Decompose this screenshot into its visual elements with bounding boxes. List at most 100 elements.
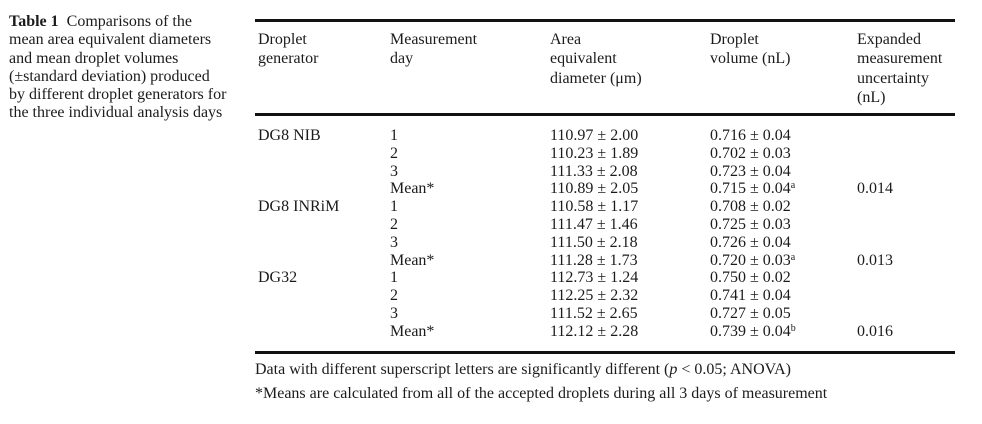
cell-uncertainty [857,127,955,145]
cell-day: 1 [390,198,398,216]
cell-volume-value: 0.750 ± 0.02 [710,269,791,287]
footnote-significance-pre: Data with different superscript letters … [255,361,670,378]
caption-body-text: mean area equivalent diameters and mean … [9,31,227,122]
table-row: 3 111.52 ± 2.65 0.727 ± 0.05 [255,305,955,323]
column-header-droplet-volume: Droplet volume (nL) [710,31,791,68]
cell-uncertainty [857,198,955,216]
cell-diameter: 110.89 ± 2.05 [550,180,639,198]
data-table: Droplet generator Measurement day Area e… [255,0,955,424]
cell-uncertainty: 0.016 [857,322,893,340]
cell-volume-superscript: b [790,322,796,334]
cell-volume-value: 0.702 ± 0.03 [710,144,791,162]
cell-generator [255,216,390,234]
cell-volume-superscript: a [790,180,796,192]
cell-day: Mean* [390,180,435,198]
column-header-droplet-generator: Droplet generator [258,31,319,68]
cell-uncertainty [857,216,955,234]
caption-first-line: Table 1 Comparisons of the [9,13,253,31]
cell-generator: DG32 [258,269,298,287]
cell-generator [255,145,390,163]
caption-first-line-text: Comparisons of the [66,13,192,30]
cell-volume: 0.702 ± 0.03 [710,145,857,163]
table-row: Mean* 110.89 ± 2.05 0.715 ± 0.04a 0.014 [255,180,955,198]
cell-diameter: 110.23 ± 1.89 [550,144,639,162]
cell-day: 3 [390,233,398,251]
cell-volume: 0.715 ± 0.04a [710,180,857,198]
cell-uncertainty [857,269,955,287]
table-rule-middle [255,113,955,116]
table-caption: Table 1 Comparisons of the mean area equi… [9,13,253,123]
cell-day: 1 [390,269,398,287]
cell-generator [255,305,390,323]
cell-volume: 0.708 ± 0.02 [710,198,857,216]
cell-volume-value: 0.727 ± 0.05 [710,304,791,322]
cell-volume: 0.720 ± 0.03a [710,252,857,270]
footnote-means: *Means are calculated from all of the ac… [255,385,828,402]
cell-volume-value: 0.708 ± 0.02 [710,198,791,216]
table-row: Mean* 111.28 ± 1.73 0.720 ± 0.03a 0.013 [255,252,955,270]
cell-generator: DG8 NIB [258,127,321,144]
table-body: DG8 NIB 1 110.97 ± 2.00 0.716 ± 0.04 2 1… [255,127,955,341]
cell-diameter: 111.50 ± 2.18 [550,233,638,251]
cell-uncertainty [857,163,955,181]
cell-generator [255,323,390,341]
footnote-p-symbol: p [669,361,678,378]
cell-volume: 0.725 ± 0.03 [710,216,857,234]
footnote-significance: Data with different superscript letters … [255,361,791,379]
cell-volume: 0.750 ± 0.02 [710,269,857,287]
caption-label: Table 1 [9,13,59,30]
cell-volume-value: 0.716 ± 0.04 [710,127,791,144]
cell-day: Mean* [390,322,435,340]
column-header-measurement-day: Measurement day [390,31,478,68]
cell-volume-value: 0.726 ± 0.04 [710,233,791,251]
cell-volume: 0.727 ± 0.05 [710,305,857,323]
table-row: 2 110.23 ± 1.89 0.702 ± 0.03 [255,145,955,163]
cell-generator [255,180,390,198]
cell-volume-value: 0.739 ± 0.04 [710,322,791,340]
cell-uncertainty: 0.013 [857,251,893,269]
footnote-significance-post: < 0.05; ANOVA) [677,361,791,378]
cell-volume: 0.723 ± 0.04 [710,163,857,181]
cell-volume-superscript: a [790,251,796,263]
cell-day: 3 [390,304,398,322]
table-rule-top [255,19,955,22]
cell-diameter: 111.52 ± 2.65 [550,304,638,322]
column-header-area-equivalent-diameter: Area equivalent diameter (μm) [550,31,642,87]
cell-day: 1 [390,127,398,144]
cell-diameter: 111.47 ± 1.46 [550,215,638,233]
table-row: DG32 1 112.73 ± 1.24 0.750 ± 0.02 [255,269,955,287]
cell-diameter: 111.28 ± 1.73 [550,251,638,269]
cell-diameter: 110.97 ± 2.00 [550,127,639,144]
cell-day: 3 [390,162,398,180]
cell-volume: 0.726 ± 0.04 [710,234,857,252]
cell-diameter: 112.73 ± 1.24 [550,269,639,287]
table-row: 3 111.50 ± 2.18 0.726 ± 0.04 [255,234,955,252]
table-row: 2 112.25 ± 2.32 0.741 ± 0.04 [255,287,955,305]
cell-volume-value: 0.741 ± 0.04 [710,287,791,305]
cell-diameter: 110.58 ± 1.17 [550,198,639,216]
cell-uncertainty [857,287,955,305]
cell-day: 2 [390,287,398,305]
cell-diameter: 112.25 ± 2.32 [550,287,639,305]
cell-uncertainty: 0.014 [857,180,893,198]
cell-day: Mean* [390,251,435,269]
cell-day: 2 [390,215,398,233]
cell-diameter: 111.33 ± 2.08 [550,162,638,180]
table-row: Mean* 112.12 ± 2.28 0.739 ± 0.04b 0.016 [255,323,955,341]
cell-uncertainty [857,305,955,323]
cell-diameter: 112.12 ± 2.28 [550,322,639,340]
cell-day: 2 [390,144,398,162]
cell-volume: 0.741 ± 0.04 [710,287,857,305]
cell-volume: 0.739 ± 0.04b [710,323,857,341]
cell-generator [255,163,390,181]
table-row: DG8 INRiM 1 110.58 ± 1.17 0.708 ± 0.02 [255,198,955,216]
cell-uncertainty [857,234,955,252]
table-rule-bottom [255,351,955,354]
cell-generator: DG8 INRiM [258,198,340,216]
cell-generator [255,252,390,270]
table-row: 2 111.47 ± 1.46 0.725 ± 0.03 [255,216,955,234]
cell-uncertainty [857,145,955,163]
table-row: 3 111.33 ± 2.08 0.723 ± 0.04 [255,163,955,181]
cell-volume-value: 0.715 ± 0.04 [710,180,791,198]
cell-volume-value: 0.720 ± 0.03 [710,251,791,269]
